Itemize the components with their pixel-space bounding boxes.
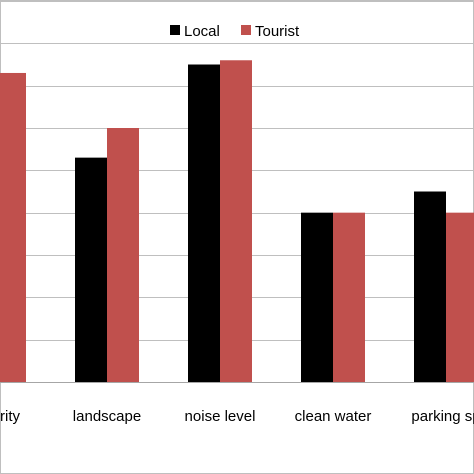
legend: Local Tourist xyxy=(170,23,300,40)
legend-label-tourist: Tourist xyxy=(255,23,300,40)
bar-tourist-3 xyxy=(333,212,365,382)
x-tick-label: parking sp xyxy=(411,408,474,425)
x-tick-label: landscape xyxy=(73,408,141,425)
bar-tourist-0 xyxy=(0,72,26,382)
x-tick-labels: rity landscape noise level clean water parki… xyxy=(0,408,474,425)
bar-local-1 xyxy=(75,157,107,382)
legend-swatch-tourist xyxy=(241,25,251,35)
bar-tourist-2 xyxy=(220,60,252,383)
bar-tourist-1 xyxy=(107,128,139,382)
bar-local-3 xyxy=(301,212,333,382)
x-tick-label: noise level xyxy=(185,408,256,425)
x-tick-label: rity xyxy=(0,408,20,425)
bar-tourist-4 xyxy=(446,212,474,382)
bar-local-4 xyxy=(414,191,446,382)
bars xyxy=(0,60,474,383)
bar-local-2 xyxy=(188,64,220,382)
x-tick-label: clean water xyxy=(295,408,372,425)
legend-swatch-local xyxy=(170,25,180,35)
legend-label-local: Local xyxy=(184,23,220,40)
